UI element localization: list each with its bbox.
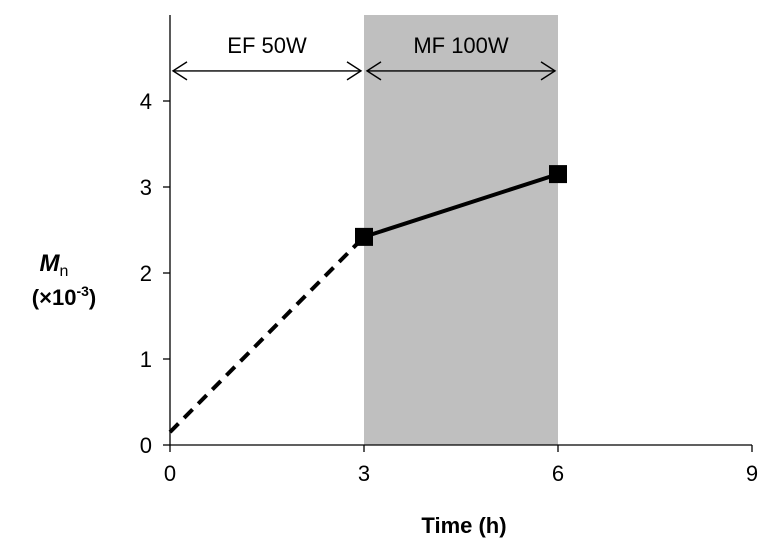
y-axis-unit-close: ) bbox=[89, 285, 96, 310]
annotation-label: MF 100W bbox=[413, 33, 509, 58]
series-line-solid bbox=[363, 172, 559, 239]
series-layer bbox=[168, 165, 567, 434]
y-axis-title-main: M bbox=[40, 250, 61, 277]
x-tick-label: 0 bbox=[164, 461, 176, 486]
y-axis-title-subscript: n bbox=[60, 263, 69, 280]
axes-layer bbox=[163, 15, 753, 452]
shaded-region-layer bbox=[364, 15, 558, 445]
data-point-marker bbox=[549, 165, 567, 184]
series-line-dashed bbox=[168, 235, 366, 434]
x-tick-label: 6 bbox=[552, 461, 564, 486]
tick-label-layer: 0 1 2 3 4 0 3 6 9 bbox=[140, 89, 758, 486]
data-point-marker bbox=[355, 227, 373, 246]
arrow-head bbox=[365, 61, 382, 81]
x-tick-label: 9 bbox=[746, 461, 758, 486]
y-tick-label: 0 bbox=[140, 433, 152, 458]
y-tick-label: 2 bbox=[140, 261, 152, 286]
svg-text:Mn: Mn bbox=[40, 250, 69, 280]
shaded-region bbox=[364, 15, 558, 445]
x-axis-title: Time (h) bbox=[421, 513, 506, 538]
annotation-label: EF 50W bbox=[227, 33, 307, 58]
y-axis-title: Mn (×10-3) bbox=[32, 250, 96, 310]
arrow-head bbox=[540, 61, 557, 81]
arrow-head bbox=[346, 61, 363, 81]
y-axis-unit-exponent: -3 bbox=[76, 283, 89, 299]
arrow-head bbox=[171, 61, 188, 81]
y-tick-label: 4 bbox=[140, 89, 152, 114]
svg-text:(×10-3): (×10-3) bbox=[32, 283, 96, 310]
y-tick-label: 1 bbox=[140, 347, 152, 372]
y-tick-label: 3 bbox=[140, 175, 152, 200]
y-axis-unit-open: (×10 bbox=[32, 285, 77, 310]
annotation-layer: EF 50W MF 100W bbox=[171, 33, 557, 81]
x-tick-label: 3 bbox=[358, 461, 370, 486]
